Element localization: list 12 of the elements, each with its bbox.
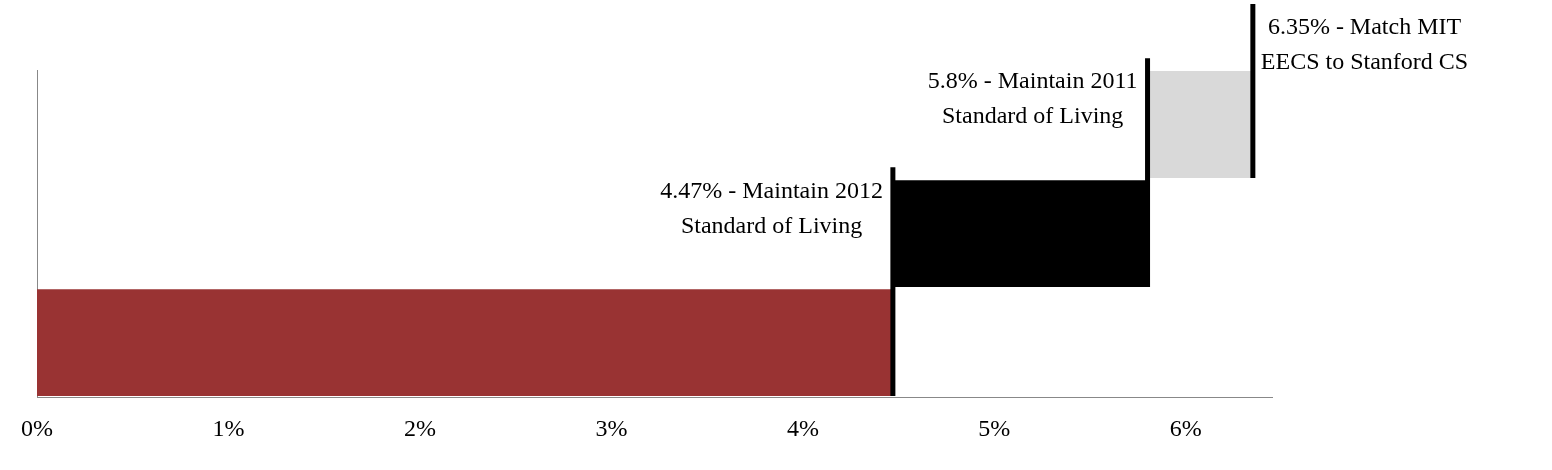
ref-line-label: 4.47% - Maintain 2012 Standard of Living — [660, 176, 883, 238]
x-tick-label: 4% — [786, 414, 819, 441]
ref-line-label: 5.8% - Maintain 2011 Standard of Living — [927, 67, 1138, 129]
x-tick-label: 1% — [212, 414, 245, 441]
x-tick-label: 6% — [1169, 414, 1202, 441]
x-tick-label: 2% — [403, 414, 436, 441]
x-tick-label: 5% — [978, 414, 1011, 441]
x-tick-label: 3% — [595, 414, 628, 441]
x-tick-label: 0% — [21, 414, 53, 441]
bar — [1147, 71, 1253, 178]
bar — [37, 289, 893, 397]
ref-line-label: 6.35% - Match MIT EECS to Stanford CS — [1260, 13, 1469, 75]
